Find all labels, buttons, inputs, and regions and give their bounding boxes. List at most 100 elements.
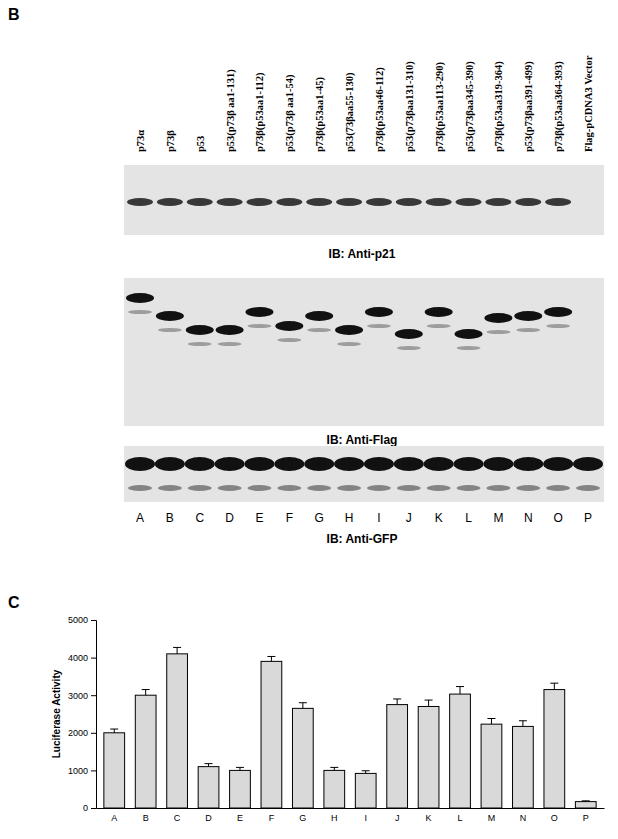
lane-letter: H	[345, 511, 354, 525]
tick-label: N	[520, 813, 527, 823]
band	[277, 338, 301, 342]
tick-label: 3000	[68, 691, 88, 701]
tick-mark	[91, 695, 96, 696]
band	[274, 457, 304, 471]
tick-label: H	[331, 813, 338, 823]
tick: A	[111, 808, 117, 823]
tick: 4000	[68, 653, 96, 663]
band	[187, 198, 213, 206]
lane-letter: M	[493, 511, 503, 525]
tick-label: J	[395, 813, 400, 823]
band	[335, 325, 363, 335]
band	[215, 457, 245, 471]
lane-letter: C	[195, 511, 204, 525]
band	[217, 198, 243, 206]
band	[546, 485, 570, 491]
blot-label: IB: Anti-GFP	[327, 532, 398, 546]
error-bar	[487, 719, 495, 725]
lane-letter: E	[255, 511, 263, 525]
band	[247, 485, 271, 491]
band	[544, 307, 572, 317]
tick: N	[520, 808, 527, 823]
bar	[104, 733, 125, 808]
lane-label: p73β(p53aa364-393)	[553, 61, 565, 152]
band	[486, 330, 510, 334]
tick: B	[143, 808, 149, 823]
tick-mark	[91, 733, 96, 734]
band	[305, 311, 333, 321]
tick-mark	[91, 620, 96, 621]
bar	[355, 773, 376, 808]
band	[218, 342, 242, 346]
band	[513, 457, 543, 471]
bar	[135, 695, 156, 808]
tick: 1000	[68, 766, 96, 776]
blot-label: IB: Anti-Flag	[327, 433, 398, 447]
band	[427, 485, 451, 491]
band	[545, 198, 571, 206]
error-bar	[267, 656, 275, 661]
lane-label: p73β(p53aa1-112)	[254, 72, 266, 152]
lane-label: p73β(p53aa46-112)	[374, 67, 386, 152]
lane-label: p53(p73β aa1-131)	[225, 69, 237, 152]
tick-label: 0	[83, 803, 88, 813]
band	[456, 198, 482, 206]
tick: D	[205, 808, 212, 823]
band	[396, 198, 422, 206]
band	[543, 457, 573, 471]
bar	[167, 654, 188, 808]
tick-label: B	[143, 813, 149, 823]
bar	[198, 767, 219, 808]
lane-label: p73β(p53aa1-45)	[314, 77, 326, 152]
lane-letter: D	[225, 511, 234, 525]
tick: J	[395, 808, 400, 823]
lane-label: Flag-pCDNA3 Vector	[583, 55, 594, 152]
band	[516, 328, 540, 332]
band	[454, 457, 484, 471]
band	[128, 310, 152, 314]
x-axis: ABCDEFGHIJKLMNOP	[97, 808, 605, 823]
bar	[261, 661, 282, 808]
error-bar	[236, 767, 244, 770]
bar	[450, 694, 471, 808]
band	[485, 198, 511, 206]
band	[484, 313, 512, 323]
lane-letter: A	[136, 511, 144, 525]
band	[156, 311, 184, 321]
band	[306, 198, 332, 206]
tick-label: G	[299, 813, 306, 823]
band	[425, 307, 453, 317]
y-axis: 010002000300040005000	[68, 615, 97, 813]
lane-letter: P	[584, 511, 592, 525]
tick-label: M	[488, 813, 496, 823]
tick-label: 1000	[68, 766, 88, 776]
blot-background	[124, 446, 604, 502]
tick-mark	[91, 808, 96, 809]
lane-label: p73β(p53aa113-290)	[434, 61, 446, 152]
axis-line	[91, 621, 97, 809]
error-bar	[110, 729, 118, 733]
band	[427, 324, 451, 328]
tick-label: O	[551, 813, 558, 823]
plot-area	[104, 647, 596, 808]
error-bar	[330, 767, 338, 770]
error-bar	[425, 700, 433, 706]
error-bar	[299, 703, 307, 709]
lane-label: p53(p73βaa345-390)	[464, 61, 476, 152]
band	[155, 457, 185, 471]
blot-background	[124, 165, 604, 235]
tick: 0	[83, 803, 96, 813]
lane-label: p73α	[135, 130, 146, 152]
band	[188, 342, 212, 346]
lane-label: p53(73βaa55-130)	[344, 72, 356, 152]
error-bar	[205, 764, 213, 767]
error-bar	[456, 687, 464, 695]
band	[573, 457, 603, 471]
tick: P	[583, 808, 589, 823]
bar	[575, 802, 596, 808]
band	[337, 485, 361, 491]
band	[304, 457, 334, 471]
band	[455, 329, 483, 339]
band	[158, 485, 182, 491]
band	[516, 485, 540, 491]
